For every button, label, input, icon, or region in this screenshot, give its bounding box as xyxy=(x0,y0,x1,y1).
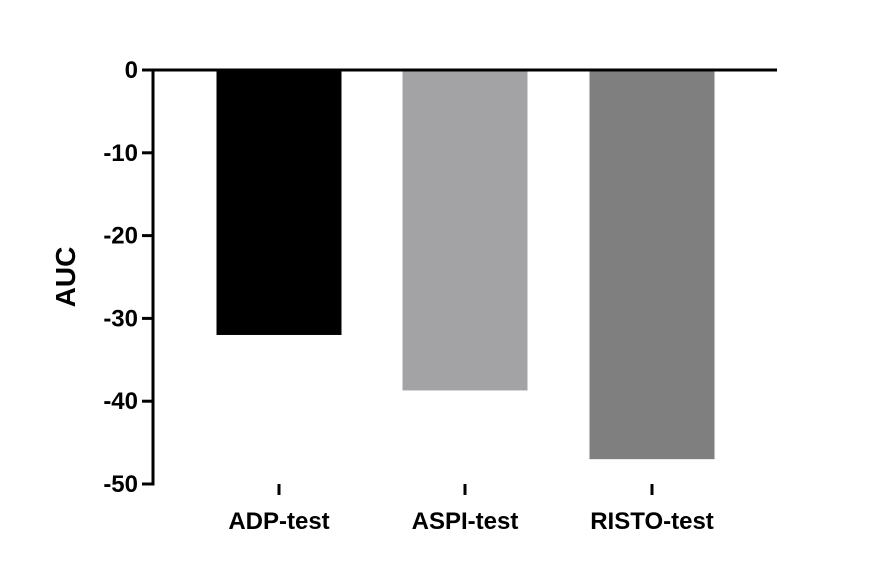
plot-area: 0 -10 -20 -30 -40 -50 ADP-test ASPI-test RISTO-… xyxy=(103,57,777,535)
y-tick-label: -50 xyxy=(103,471,138,498)
y-tick-label: -30 xyxy=(103,305,138,332)
y-tick-label: 0 xyxy=(125,57,138,84)
bars-group xyxy=(216,70,715,460)
y-axis: 0 -10 -20 -30 -40 -50 xyxy=(103,57,155,498)
x-tick-label-aspi-test: ASPI-test xyxy=(412,508,519,535)
y-tick-label: -40 xyxy=(103,388,138,415)
x-axis: ADP-test ASPI-test RISTO-test xyxy=(153,68,777,535)
bar-risto-test xyxy=(589,70,715,460)
bar-adp-test xyxy=(216,70,342,335)
bar-aspi-test xyxy=(402,70,528,391)
x-tick-label-adp-test: ADP-test xyxy=(228,508,329,535)
y-axis-title: AUC xyxy=(50,247,81,308)
y-tick-label: -10 xyxy=(103,140,138,167)
x-tick-label-risto-test: RISTO-test xyxy=(590,508,714,535)
y-tick-label: -20 xyxy=(103,223,138,250)
